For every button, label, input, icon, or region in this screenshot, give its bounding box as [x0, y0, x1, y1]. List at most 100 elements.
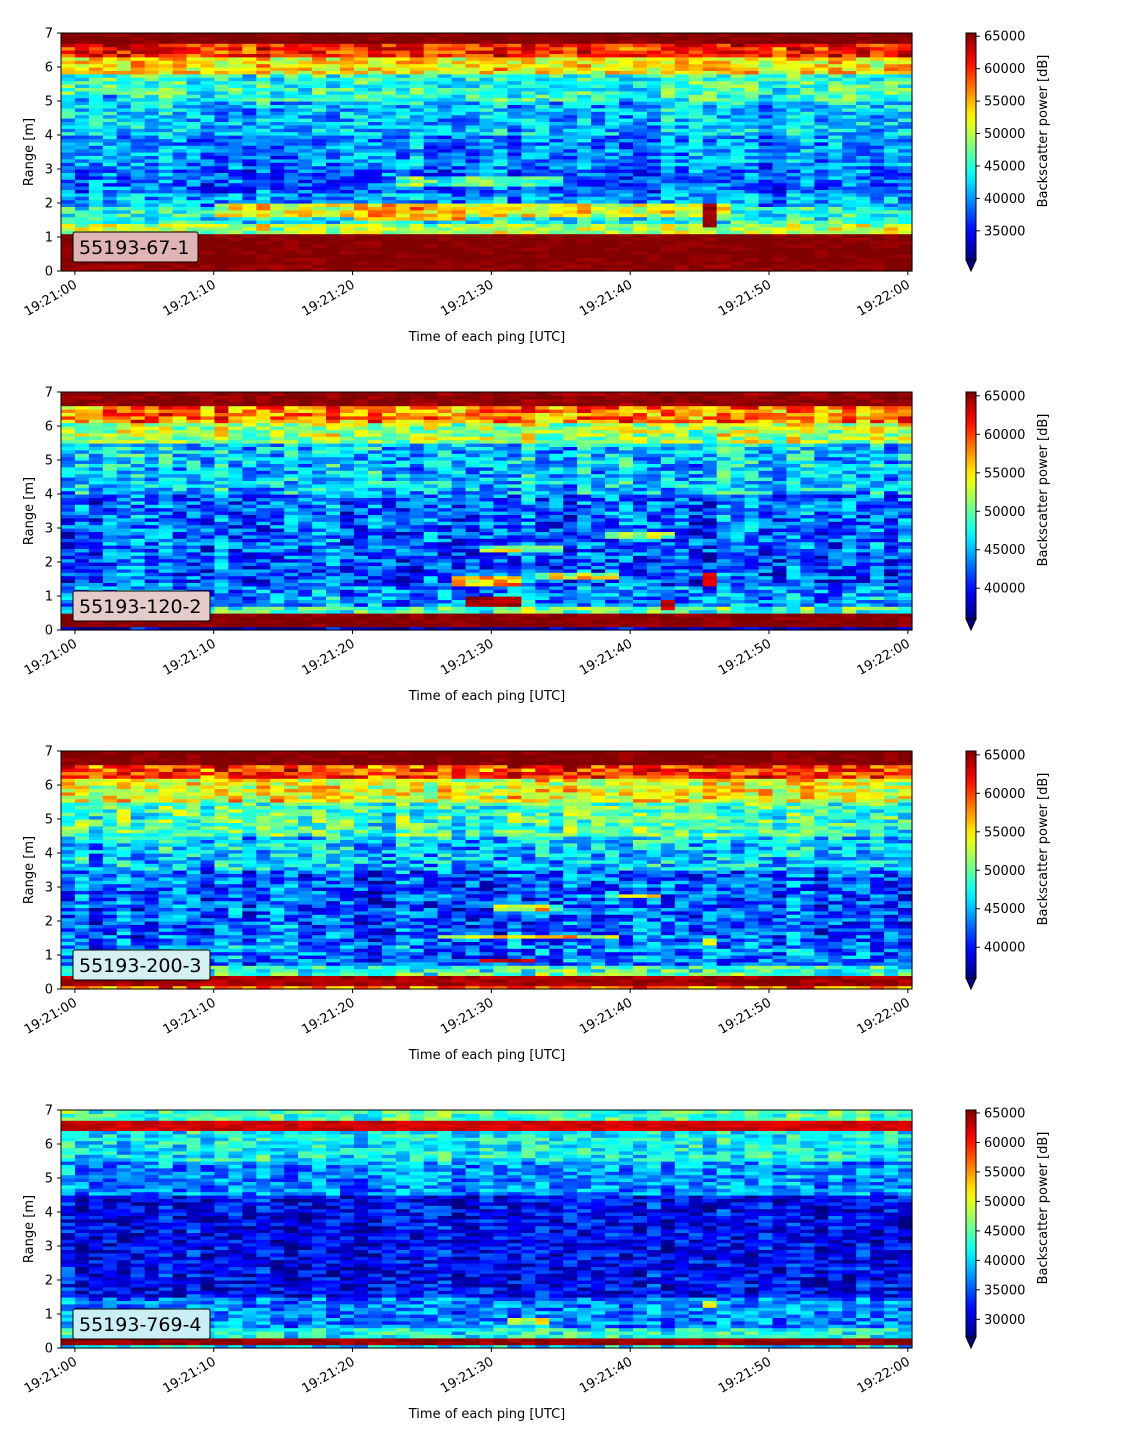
heatmap-cell: [870, 199, 885, 204]
heatmap-cell: [702, 250, 718, 255]
heatmap-cell: [437, 243, 453, 248]
colorbar-tick-label: 40000: [984, 192, 1025, 207]
heatmap-cell: [619, 226, 634, 231]
heatmap-cell: [116, 216, 132, 221]
heatmap-cell: [535, 243, 550, 248]
heatmap-cell: [395, 209, 411, 214]
heatmap-cell: [535, 182, 550, 187]
heatmap-cell: [340, 33, 355, 37]
heatmap-cell: [326, 264, 341, 269]
heatmap-cell: [730, 131, 746, 136]
heatmap-cell: [88, 209, 104, 214]
heatmap-cell: [632, 199, 648, 204]
heatmap-cell: [437, 131, 453, 136]
heatmap-cell: [130, 264, 146, 269]
heatmap-cell: [214, 175, 230, 180]
heatmap-cell: [884, 216, 899, 221]
y-tick-label: 4: [45, 129, 53, 144]
heatmap-cell: [437, 141, 453, 146]
heatmap-cell: [158, 148, 174, 153]
heatmap-cell: [284, 175, 299, 180]
heatmap-cell: [674, 131, 690, 136]
heatmap-cell: [228, 226, 243, 231]
heatmap-cell: [367, 250, 383, 255]
heatmap-cell: [381, 226, 397, 231]
heatmap-cell: [451, 199, 467, 204]
heatmap-cell: [730, 148, 746, 153]
heatmap-cell: [856, 243, 871, 248]
heatmap-cell: [465, 141, 481, 146]
heatmap-cell: [298, 192, 313, 197]
heatmap-cell: [284, 216, 299, 221]
heatmap-cell: [884, 264, 899, 269]
heatmap-cell: [88, 504, 104, 509]
heatmap-cell: [61, 182, 76, 187]
heatmap-cell: [465, 148, 481, 153]
y-tick-label: 2: [45, 197, 53, 212]
heatmap-cell: [479, 148, 495, 153]
heatmap-cell: [340, 158, 355, 163]
heatmap-cell: [758, 233, 774, 238]
heatmap-cell: [88, 182, 104, 187]
heatmap-cell: [465, 243, 481, 248]
heatmap-cell: [74, 209, 90, 214]
heatmap-cell: [870, 182, 885, 187]
heatmap-cell: [632, 216, 648, 221]
heatmap-cell: [367, 209, 383, 214]
heatmap-cell: [646, 209, 662, 214]
heatmap-cell: [716, 226, 732, 231]
heatmap-cell: [870, 243, 885, 248]
heatmap-cell: [549, 199, 564, 204]
heatmap-cell: [605, 158, 620, 163]
heatmap-cell: [493, 131, 509, 136]
heatmap-cell: [284, 199, 299, 204]
heatmap-cell: [549, 141, 564, 146]
heatmap-cell: [61, 470, 76, 475]
heatmap-cell: [144, 226, 160, 231]
heatmap-cell: [116, 436, 132, 441]
heatmap-cell: [465, 216, 481, 221]
heatmap-cell: [367, 148, 383, 153]
heatmap-cell: [786, 216, 801, 221]
heatmap-cell: [367, 264, 383, 269]
heatmap-cell: [479, 192, 495, 197]
x-axis-label: Time of each ping [UTC]: [408, 330, 566, 345]
heatmap-cell: [326, 199, 341, 204]
heatmap-cell: [186, 216, 202, 221]
heatmap-cell: [549, 250, 564, 255]
heatmap-cell: [102, 165, 118, 170]
heatmap-cell: [884, 226, 899, 231]
heatmap-cell: [200, 233, 216, 238]
heatmap-cell: [74, 453, 90, 458]
heatmap-cell: [786, 131, 801, 136]
heatmap-cell: [842, 33, 857, 37]
heatmap-cell: [688, 131, 704, 136]
heatmap-cell: [870, 148, 885, 153]
heatmap-cell: [716, 209, 732, 214]
heatmap-cell: [256, 148, 271, 153]
heatmap-cell: [688, 199, 704, 204]
heatmap-cell: [395, 233, 411, 238]
heatmap-cell: [674, 209, 690, 214]
heatmap-cell: [772, 209, 788, 214]
heatmap-cell: [814, 158, 829, 163]
heatmap-cell: [214, 233, 230, 238]
heatmap-cell: [646, 243, 662, 248]
heatmap-cell: [660, 243, 676, 248]
heatmap-cell: [367, 192, 383, 197]
heatmap-cell: [632, 33, 648, 37]
heatmap-cell: [326, 243, 341, 248]
heatmap-cell: [298, 233, 313, 238]
heatmap-cell: [660, 131, 676, 136]
heatmap-cell: [800, 243, 815, 248]
colorbar-tick-label: 45000: [984, 159, 1025, 174]
heatmap-cell: [730, 233, 746, 238]
heatmap-cell: [423, 182, 439, 187]
heatmap-cell: [772, 216, 788, 221]
heatmap-cell: [814, 182, 829, 187]
heatmap-cell: [451, 216, 467, 221]
heatmap-cell: [591, 131, 606, 136]
heatmap-cell: [144, 216, 160, 221]
heatmap-cell: [479, 233, 495, 238]
heatmap-cell: [632, 165, 648, 170]
